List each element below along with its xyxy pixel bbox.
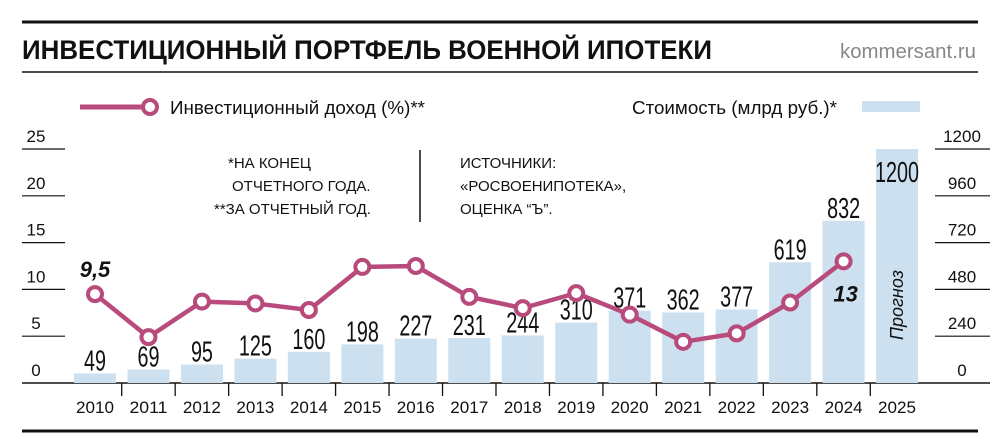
bar (555, 322, 598, 383)
x-axis-tick-label: 2016 (397, 398, 435, 417)
left-axis-tick-label: 15 (27, 221, 46, 240)
bar (876, 149, 919, 383)
source-line: «РОСВОЕНИПОТЕКА», (460, 178, 626, 195)
income-point (674, 332, 693, 351)
footnotes: *НА КОНЕЦ ОТЧЕТНОГО ГОДА. **ЗА ОТЧЕТНЫЙ … (214, 155, 371, 218)
x-axis-tick-label: 2017 (450, 398, 488, 417)
income-point (299, 300, 318, 319)
income-point (834, 252, 853, 271)
left-axis-tick-label: 25 (27, 127, 46, 146)
bar-value-label: 49 (84, 345, 106, 377)
bar-value-label: 1200 (875, 157, 919, 189)
bars: 49 69 95 125 160 198 227 231 244 310 371 362 3776198… (74, 149, 919, 383)
bar-value-label: 69 (137, 342, 159, 374)
income-point (620, 305, 639, 324)
x-axis-tick-label: 2022 (718, 398, 756, 417)
bar-value-label: 227 (399, 311, 432, 343)
income-point (781, 293, 800, 312)
x-axis-tick-label: 2010 (76, 398, 114, 417)
income-annotation: 13 (833, 281, 857, 306)
income-point (353, 257, 372, 276)
footnote-line: **ЗА ОТЧЕТНЫЙ ГОД. (214, 200, 371, 218)
bar (769, 262, 812, 383)
x-axis-tick-label: 2018 (504, 398, 542, 417)
x-axis-tick-label: 2020 (611, 398, 649, 417)
right-axis-tick-label: 720 (948, 221, 976, 240)
bar-value-label: 377 (720, 281, 753, 313)
bar (394, 338, 437, 383)
legend-bar: Стоимость (млрд руб.)* (632, 98, 920, 118)
bar (822, 220, 865, 383)
left-axis-tick-label: 10 (27, 267, 46, 286)
x-axis-tick-label: 2012 (183, 398, 221, 417)
footnote-line: *НА КОНЕЦ (228, 155, 311, 172)
bar-value-label: 160 (292, 324, 325, 356)
bar-value-label: 231 (453, 310, 486, 342)
income-point (192, 292, 211, 311)
source-site: kommersant.ru (840, 41, 976, 63)
source-line: ИСТОЧНИКИ: (460, 155, 556, 172)
x-axis-tick-label: 2019 (557, 398, 595, 417)
forecast-label: Прогноз (887, 270, 907, 340)
left-axis-tick-label: 20 (27, 174, 46, 193)
x-axis-tick-label: 2011 (129, 398, 167, 417)
right-axis-tick-label: 960 (948, 174, 976, 193)
legend-line-label: Инвестиционный доход (%)** (170, 98, 425, 118)
chart-title: ИНВЕСТИЦИОННЫЙ ПОРТФЕЛЬ ВОЕННОЙ ИПОТЕКИ (22, 34, 712, 65)
income-point (139, 328, 158, 347)
income-point (460, 287, 479, 306)
bar (715, 309, 758, 383)
legend-bar-label: Стоимость (млрд руб.)* (632, 98, 837, 118)
bar (341, 344, 384, 383)
x-axis-tick-label: 2021 (664, 398, 702, 417)
bar (180, 364, 223, 383)
bar-value-label: 125 (239, 331, 272, 363)
bar-value-label: 198 (346, 316, 379, 348)
bar (127, 369, 170, 383)
left-axis-tick-label: 0 (31, 361, 40, 380)
income-line: 9,5 13 (80, 252, 858, 351)
bar (501, 335, 544, 383)
x-axis-tick-label: 2015 (343, 398, 381, 417)
right-axis-tick-label: 1200 (943, 127, 981, 146)
x-axis-tick-label: 2013 (236, 398, 274, 417)
bar (448, 337, 491, 383)
income-point (567, 284, 586, 303)
right-axis-tick-label: 240 (948, 314, 976, 333)
x-axis-tick-label: 2023 (771, 398, 809, 417)
bar (234, 358, 277, 383)
legend-line: Инвестиционный доход (%)** (80, 98, 425, 118)
source-line: ОЦЕНКА “Ъ”. (460, 201, 553, 218)
income-point (513, 299, 532, 318)
bar-value-label: 619 (774, 234, 807, 266)
income-point (246, 294, 265, 313)
income-point (406, 257, 425, 275)
right-axis-tick-label: 0 (957, 361, 966, 380)
bar (74, 373, 116, 383)
sources: ИСТОЧНИКИ: «РОСВОЕНИПОТЕКА», ОЦЕНКА “Ъ”. (460, 155, 626, 218)
income-point (86, 285, 104, 304)
income-point (727, 324, 746, 343)
x-axis-tick-label: 2025 (878, 398, 916, 417)
bar-value-label: 832 (827, 193, 860, 225)
bar (287, 351, 330, 383)
footnote-line: ОТЧЕТНОГО ГОДА. (232, 178, 371, 195)
x-axis-tick-label: 2014 (290, 398, 328, 417)
legend-line-marker (141, 98, 159, 116)
left-axis-tick-label: 5 (31, 314, 40, 333)
bar-value-label: 95 (191, 336, 213, 368)
legend-bar-swatch (862, 101, 920, 112)
x-axis-tick-label: 2024 (825, 398, 863, 417)
right-axis-tick-label: 480 (948, 267, 976, 286)
bar-value-label: 362 (667, 284, 700, 316)
income-annotation: 9,5 (80, 257, 111, 282)
